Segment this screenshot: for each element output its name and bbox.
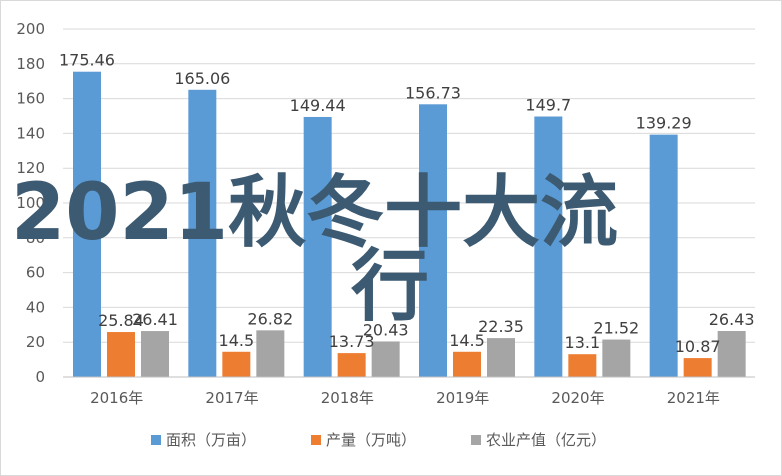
- data-label: 22.35: [478, 317, 524, 336]
- gridlines: [63, 28, 755, 343]
- y-tick-label: 160: [16, 90, 45, 108]
- y-tick-label: 80: [26, 229, 45, 247]
- data-label: 26.82: [247, 309, 293, 328]
- data-label: 156.73: [405, 83, 461, 102]
- overlay-title-line1: 2021秋冬十大流: [11, 168, 618, 258]
- bar: [107, 332, 135, 377]
- x-tick-label: 2017年: [205, 389, 258, 407]
- x-tick-label: 2018年: [321, 389, 374, 407]
- data-label: 26.43: [709, 310, 755, 329]
- bar: [419, 104, 447, 378]
- data-label: 25.84: [98, 311, 144, 330]
- data-label: 14.5: [449, 331, 485, 350]
- bar: [256, 330, 285, 377]
- y-tick-label: 200: [16, 20, 45, 38]
- bar: [141, 331, 169, 377]
- x-tick-label: 2020年: [551, 389, 604, 407]
- overlay-title-line2: 行: [351, 242, 429, 332]
- data-label: 165.06: [174, 69, 230, 88]
- legend-label: 农业产值（亿元）: [486, 431, 606, 449]
- data-label: 139.29: [636, 114, 692, 133]
- bar: [487, 338, 515, 377]
- y-tick-label: 0: [35, 368, 45, 386]
- data-label: 26.41: [132, 310, 178, 329]
- bar: [337, 353, 366, 377]
- x-tick-label: 2016年: [90, 389, 143, 407]
- y-axis-ticks: 0 20 40 60 80 100 120 140 160 180 200: [16, 20, 45, 386]
- data-label: 13.1: [565, 333, 601, 352]
- data-label: 149.7: [525, 96, 571, 115]
- legend-label: 面积（万亩）: [166, 431, 256, 449]
- data-label: 10.87: [675, 337, 721, 356]
- x-axis: 2016年 2017年 2018年 2019年 2020年 2021年: [63, 376, 755, 407]
- y-tick-label: 120: [16, 159, 45, 177]
- bars: [73, 71, 746, 378]
- bar: [222, 351, 251, 377]
- data-label: 13.73: [329, 332, 375, 351]
- bar: [568, 354, 597, 377]
- y-tick-label: 140: [16, 124, 45, 142]
- data-label: 20.43: [363, 320, 409, 339]
- y-tick-label: 60: [26, 264, 45, 282]
- legend: 面积（万亩） 产量（万吨） 农业产值（亿元）: [151, 431, 606, 449]
- legend-label: 产量（万吨）: [326, 431, 416, 449]
- bar: [188, 89, 217, 378]
- bar: [602, 339, 631, 377]
- y-tick-label: 100: [16, 194, 45, 212]
- legend-swatch: [311, 435, 321, 445]
- y-tick-label: 20: [26, 333, 45, 351]
- bar: [649, 134, 678, 377]
- bar: [534, 116, 563, 377]
- legend-swatch: [151, 435, 161, 445]
- bar: [371, 341, 400, 377]
- data-label: 14.5: [219, 331, 255, 350]
- y-tick-label: 40: [26, 298, 45, 316]
- data-label: 175.46: [59, 51, 115, 70]
- bar: [683, 358, 712, 377]
- y-tick-label: 180: [16, 55, 45, 73]
- data-label: 149.44: [290, 96, 346, 115]
- legend-swatch: [471, 435, 481, 445]
- bar: [73, 71, 101, 378]
- bar: [303, 116, 332, 378]
- bar: [453, 351, 481, 377]
- x-tick-label: 2021年: [667, 389, 720, 407]
- bar: [717, 331, 746, 377]
- data-label: 21.52: [593, 319, 639, 338]
- x-tick-label: 2019年: [436, 389, 489, 407]
